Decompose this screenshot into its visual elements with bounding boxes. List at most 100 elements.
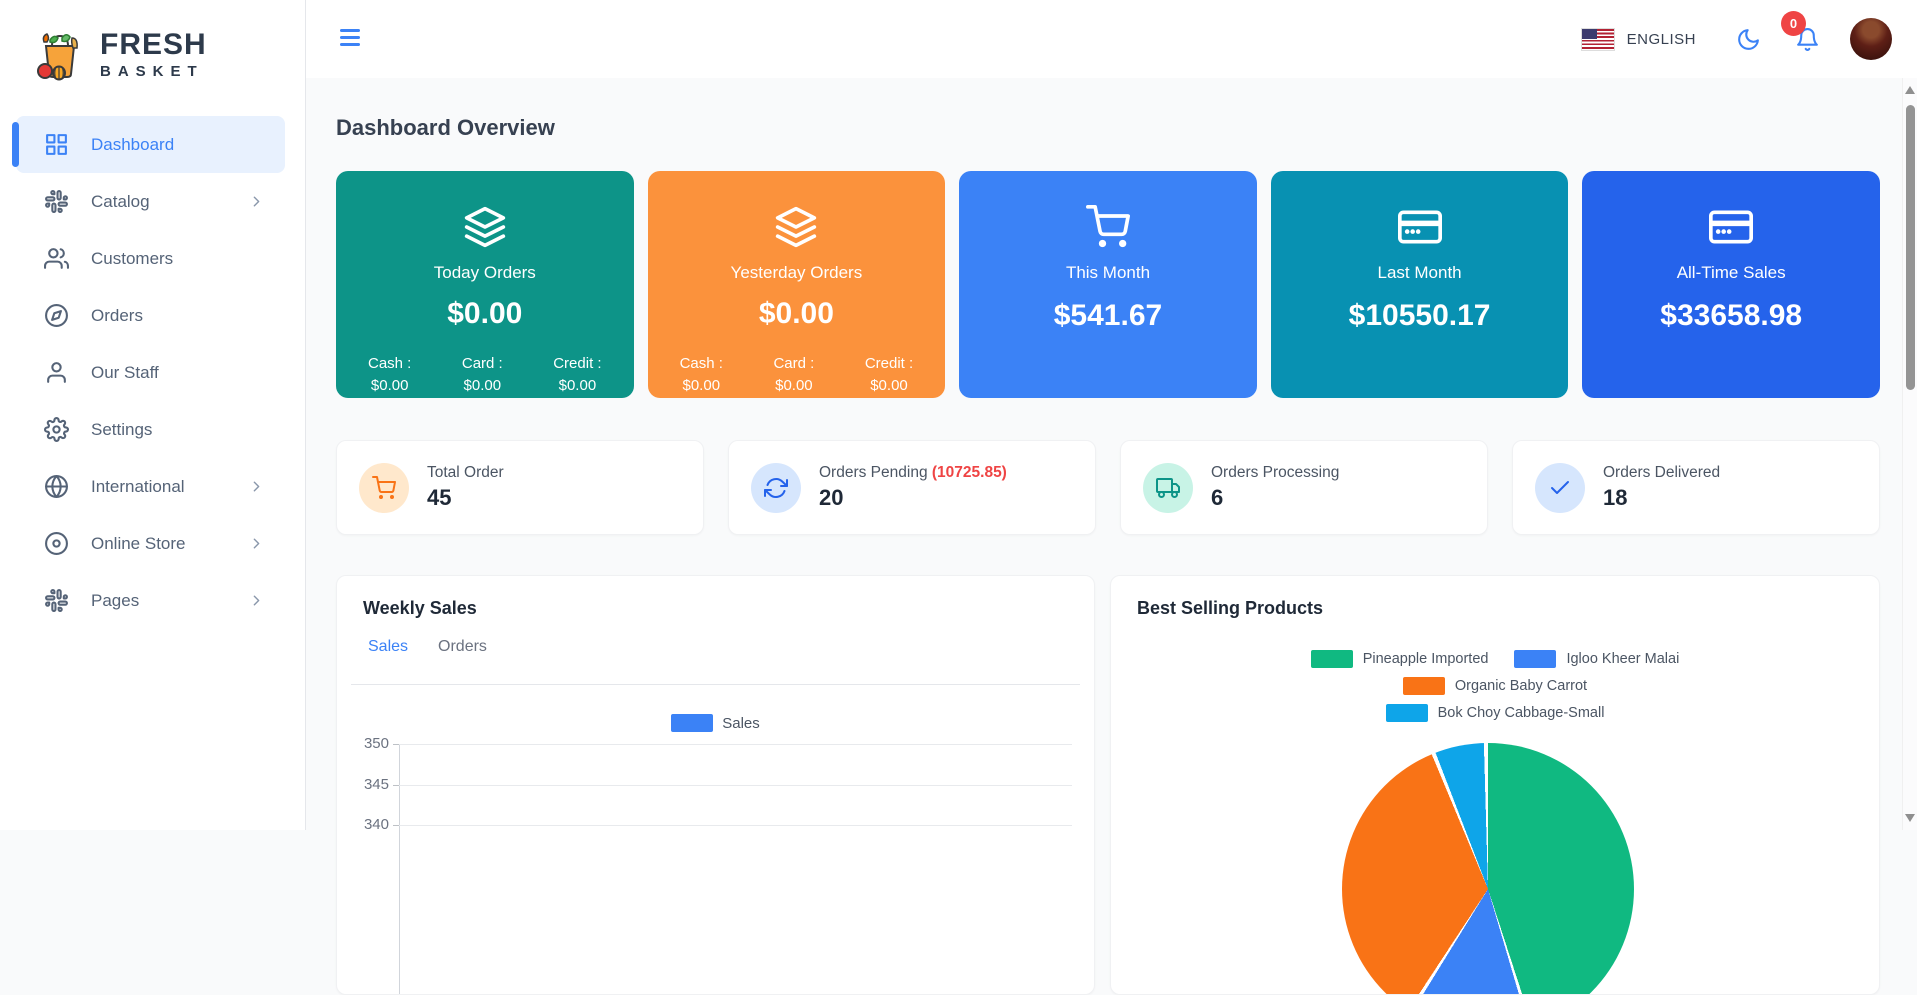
stat-card-last-month: Last Month $10550.17	[1271, 171, 1569, 398]
user-icon	[44, 360, 69, 385]
tab-orders[interactable]: Orders	[438, 638, 487, 664]
cash-label: Cash :	[368, 353, 411, 375]
language-label: ENGLISH	[1627, 31, 1696, 48]
sidebar-item-online-store[interactable]: Online Store	[0, 515, 305, 572]
dark-mode-toggle[interactable]	[1736, 27, 1761, 52]
sidebar: FRESH BASKET Dashboard Catalog	[0, 0, 306, 830]
gear-icon	[44, 417, 69, 442]
stat-card-all-time-sales: All-Time Sales $33658.98	[1582, 171, 1880, 398]
sidebar-item-catalog[interactable]: Catalog	[0, 173, 305, 230]
card-orders-pending: Orders Pending (10725.85) 20	[728, 440, 1096, 535]
shopping-cart-icon	[372, 476, 396, 500]
legend-item-bokchoy[interactable]: Bok Choy Cabbage-Small	[1386, 704, 1605, 722]
stat-card-today-orders: Today Orders $0.00 Cash :$0.00 Card :$0.…	[336, 171, 634, 398]
legend-item-carrot[interactable]: Organic Baby Carrot	[1403, 677, 1587, 695]
gridline	[399, 825, 1072, 826]
sidebar-item-dashboard[interactable]: Dashboard	[16, 116, 285, 173]
notification-badge: 0	[1781, 11, 1806, 36]
weekly-sales-card: Weekly Sales Sales Orders Sales 350 345 …	[336, 575, 1095, 995]
legend-swatch	[1403, 677, 1445, 695]
globe-icon	[44, 474, 69, 499]
stat-title: Today Orders	[434, 263, 536, 283]
best-selling-pie-chart[interactable]	[1342, 743, 1634, 995]
stat-amount: $33658.98	[1660, 299, 1802, 333]
sidebar-item-label: Settings	[91, 420, 152, 440]
pending-amount: (10725.85)	[932, 464, 1007, 481]
sidebar-item-label: Our Staff	[91, 363, 159, 383]
sales-overview-cards: Today Orders $0.00 Cash :$0.00 Card :$0.…	[336, 171, 1880, 398]
sidebar-item-settings[interactable]: Settings	[0, 401, 305, 458]
scroll-down-arrow[interactable]	[1905, 814, 1915, 822]
truck-icon	[1156, 476, 1180, 500]
chevron-right-icon	[248, 193, 265, 210]
brand-line2: BASKET	[100, 63, 207, 80]
legend-item-pineapple[interactable]: Pineapple Imported	[1311, 650, 1489, 668]
axis-tick	[393, 825, 399, 826]
best-selling-title: Best Selling Products	[1137, 598, 1323, 619]
sidebar-item-label: Catalog	[91, 192, 150, 212]
user-avatar[interactable]	[1850, 18, 1892, 60]
sales-legend[interactable]: Sales	[337, 714, 1094, 732]
stat-title: All-Time Sales	[1677, 263, 1786, 283]
sidebar-item-international[interactable]: International	[0, 458, 305, 515]
legend-swatch-sales	[671, 714, 713, 732]
order-status-cards: Total Order 45 Orders Pending (10725.85)…	[336, 440, 1880, 535]
sidebar-item-label: Dashboard	[91, 135, 174, 155]
card-orders-processing: Orders Processing 6	[1120, 440, 1488, 535]
axis-tick	[393, 744, 399, 745]
ytick-345: 345	[345, 776, 389, 793]
card-label: Card :	[462, 353, 503, 375]
sidebar-item-orders[interactable]: Orders	[0, 287, 305, 344]
scrollbar-thumb[interactable]	[1906, 105, 1915, 390]
cash-label: Cash :	[680, 353, 723, 375]
sidebar-item-pages[interactable]: Pages	[0, 572, 305, 629]
axis-tick	[393, 785, 399, 786]
sidebar-item-label: International	[91, 477, 185, 497]
chevron-right-icon	[248, 478, 265, 495]
scroll-up-arrow[interactable]	[1905, 86, 1915, 94]
basket-logo-icon	[32, 26, 88, 82]
stat-label: Total Order	[427, 464, 504, 482]
ytick-340: 340	[345, 816, 389, 833]
gridline	[399, 744, 1072, 745]
cash-value: $0.00	[368, 375, 411, 397]
page-title: Dashboard Overview	[336, 115, 1880, 141]
credit-value: $0.00	[865, 375, 913, 397]
card-orders-delivered: Orders Delivered 18	[1512, 440, 1880, 535]
shopping-cart-icon	[1086, 205, 1130, 249]
credit-card-icon	[1398, 205, 1442, 249]
brand-line1: FRESH	[100, 28, 207, 62]
moon-icon	[1736, 27, 1761, 52]
gridline	[399, 785, 1072, 786]
brand-logo[interactable]: FRESH BASKET	[0, 0, 305, 82]
language-selector[interactable]: ENGLISH	[1581, 28, 1696, 51]
top-bar: ENGLISH 0	[306, 0, 1917, 78]
credit-label: Credit :	[865, 353, 913, 375]
active-indicator	[12, 122, 19, 167]
stat-value: 45	[427, 485, 504, 511]
legend-item-igloo[interactable]: Igloo Kheer Malai	[1514, 650, 1679, 668]
card-value: $0.00	[462, 375, 503, 397]
stat-label: Orders Delivered	[1603, 464, 1720, 482]
users-icon	[44, 246, 69, 271]
tab-sales[interactable]: Sales	[368, 638, 408, 664]
menu-toggle-button[interactable]	[340, 29, 360, 50]
best-selling-card: Best Selling Products Pineapple Imported…	[1110, 575, 1880, 995]
legend-swatch	[1311, 650, 1353, 668]
notifications-button[interactable]: 0	[1795, 27, 1820, 52]
refresh-icon	[764, 476, 788, 500]
charts-section: Weekly Sales Sales Orders Sales 350 345 …	[336, 575, 1880, 995]
credit-label: Credit :	[553, 353, 601, 375]
sidebar-item-label: Pages	[91, 591, 139, 611]
vertical-scrollbar[interactable]	[1902, 78, 1917, 830]
weekly-sales-title: Weekly Sales	[363, 598, 477, 619]
compass-icon	[44, 303, 69, 328]
stat-title: Last Month	[1378, 263, 1462, 283]
stat-label: Orders Processing	[1211, 464, 1339, 482]
credit-card-icon	[1709, 205, 1753, 249]
sidebar-item-label: Customers	[91, 249, 173, 269]
stat-title: This Month	[1066, 263, 1150, 283]
sidebar-item-our-staff[interactable]: Our Staff	[0, 344, 305, 401]
cash-value: $0.00	[680, 375, 723, 397]
sidebar-item-customers[interactable]: Customers	[0, 230, 305, 287]
